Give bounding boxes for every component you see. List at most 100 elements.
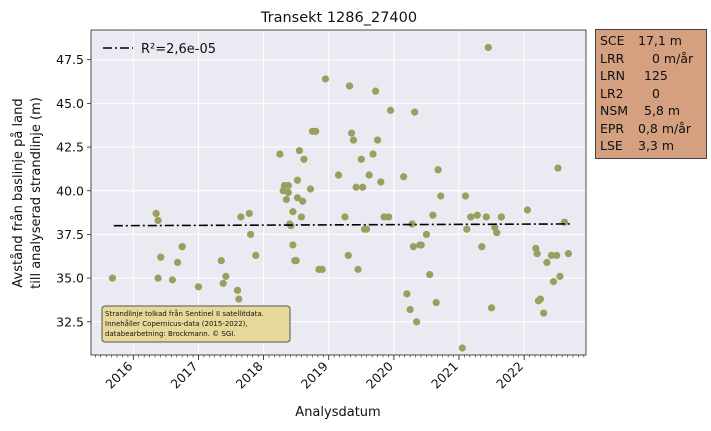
data-point	[219, 279, 227, 287]
data-point	[385, 213, 393, 221]
data-point	[299, 197, 307, 205]
data-point	[413, 318, 421, 326]
y-axis-label-line-1: Avstånd från baslinje på land	[11, 98, 26, 287]
data-point	[362, 225, 371, 233]
data-point	[434, 166, 442, 174]
data-point	[295, 146, 304, 155]
stat-key: SCE	[600, 33, 625, 48]
x-tick-label: 2020	[363, 358, 396, 391]
legend-label: R²=2,6e-05	[141, 42, 216, 57]
data-point	[377, 178, 385, 186]
y-tick-label: 35.0	[56, 271, 84, 286]
data-point	[154, 216, 162, 225]
attribution-note: Strandlinje tolkad från Sentinel II sate…	[101, 305, 291, 343]
data-point	[417, 241, 425, 249]
data-point	[347, 129, 356, 137]
data-point	[293, 194, 302, 202]
data-point	[174, 258, 182, 266]
y-tick-label: 45.0	[56, 96, 84, 111]
stat-row-nsm: NSM 5,8 m	[600, 102, 702, 120]
legend: R²=2,6e-05	[103, 42, 216, 57]
data-point	[373, 136, 382, 144]
data-point	[411, 108, 419, 116]
data-point	[321, 75, 330, 83]
data-point	[426, 271, 434, 279]
data-point	[400, 173, 408, 181]
data-point	[282, 195, 290, 204]
data-point	[547, 251, 556, 260]
stat-row-lrr: LRR 0 m/år	[600, 50, 702, 68]
y-tick-label: 37.5	[56, 227, 84, 242]
data-point	[341, 213, 349, 221]
y-tick-label: 42.5	[56, 140, 84, 155]
data-point	[406, 305, 414, 314]
attribution-box	[101, 305, 291, 343]
x-tick-label: 2018	[233, 358, 266, 391]
data-point	[297, 213, 305, 221]
stat-key: NSM	[600, 103, 629, 118]
data-point	[108, 274, 117, 282]
trend-line	[113, 223, 570, 227]
data-point	[300, 155, 308, 163]
data-point	[222, 272, 230, 280]
data-point	[540, 309, 548, 317]
data-point	[152, 209, 160, 218]
data-point	[387, 106, 395, 114]
plot-frame	[90, 29, 587, 356]
data-point	[403, 290, 411, 298]
x-tick-label: 2022	[493, 359, 526, 392]
plot-area	[91, 30, 586, 355]
data-point	[564, 250, 573, 258]
data-point	[497, 213, 505, 221]
data-point	[157, 253, 165, 261]
stat-key: EPR	[600, 120, 625, 136]
data-point	[284, 181, 292, 190]
stat-value: 0,8 m/år	[638, 120, 692, 136]
stat-row-sce: SCE 17,1 m	[600, 32, 702, 50]
stat-value: 0	[652, 85, 660, 101]
data-point	[235, 295, 243, 303]
stat-key: LRR	[600, 50, 625, 66]
data-point	[245, 209, 253, 218]
stat-value: 125	[644, 68, 668, 83]
y-tick-label: 32.5	[56, 314, 84, 329]
stat-key: LRN	[600, 68, 625, 83]
data-point	[168, 276, 177, 284]
data-point	[487, 304, 496, 312]
data-point	[354, 265, 362, 273]
data-point	[352, 183, 360, 191]
statistics-box: SCE 17,1 m LRR 0 m/år LRN 125 LR2 0 NSM …	[595, 29, 707, 159]
data-point	[554, 164, 562, 172]
data-point	[553, 251, 561, 260]
data-point	[154, 274, 162, 282]
data-point	[533, 250, 541, 258]
data-point	[369, 150, 377, 158]
stat-value: 3,3 m	[638, 138, 675, 153]
data-point	[422, 230, 431, 239]
data-point	[365, 171, 373, 179]
stat-key: LR2	[600, 85, 624, 101]
data-points	[108, 43, 573, 352]
stat-value: 0 m/år	[652, 50, 694, 66]
attribution-line-3: databearbetning: Brockmann. © SGI.	[105, 330, 236, 338]
y-tick-label: 47.5	[56, 52, 84, 67]
data-point	[246, 230, 255, 239]
data-point	[334, 171, 343, 179]
data-point	[178, 243, 186, 251]
data-point	[345, 82, 354, 90]
data-point	[549, 278, 558, 286]
data-point	[482, 213, 490, 221]
data-point	[358, 183, 367, 191]
data-point	[349, 136, 358, 144]
data-point	[306, 185, 315, 193]
data-point	[293, 176, 302, 184]
data-point	[543, 258, 551, 266]
data-point	[493, 229, 501, 237]
data-point	[408, 220, 416, 228]
data-point	[292, 257, 300, 265]
stat-key: LSE	[600, 138, 623, 153]
data-point	[372, 87, 380, 95]
x-tick-label: 2021	[428, 359, 461, 392]
x-tick-label: 2019	[298, 358, 331, 391]
